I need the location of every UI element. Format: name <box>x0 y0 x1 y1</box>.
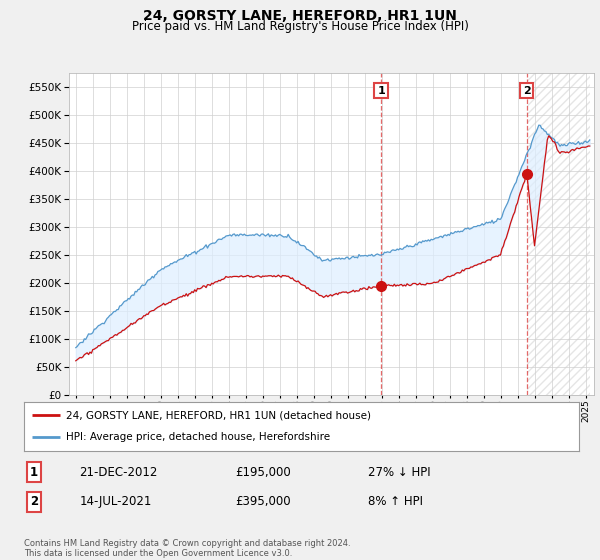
Text: HPI: Average price, detached house, Herefordshire: HPI: Average price, detached house, Here… <box>65 432 330 442</box>
Text: 1: 1 <box>30 465 38 479</box>
Text: 2: 2 <box>523 86 530 96</box>
Text: 2: 2 <box>30 496 38 508</box>
Text: 14-JUL-2021: 14-JUL-2021 <box>79 496 152 508</box>
Text: 27% ↓ HPI: 27% ↓ HPI <box>368 465 431 479</box>
Text: Price paid vs. HM Land Registry's House Price Index (HPI): Price paid vs. HM Land Registry's House … <box>131 20 469 32</box>
Text: £395,000: £395,000 <box>235 496 290 508</box>
Text: 8% ↑ HPI: 8% ↑ HPI <box>368 496 423 508</box>
Text: 1: 1 <box>377 86 385 96</box>
Text: £195,000: £195,000 <box>235 465 290 479</box>
Text: 24, GORSTY LANE, HEREFORD, HR1 1UN (detached house): 24, GORSTY LANE, HEREFORD, HR1 1UN (deta… <box>65 410 371 421</box>
Text: Contains HM Land Registry data © Crown copyright and database right 2024.
This d: Contains HM Land Registry data © Crown c… <box>24 539 350 558</box>
Text: 21-DEC-2012: 21-DEC-2012 <box>79 465 158 479</box>
Text: 24, GORSTY LANE, HEREFORD, HR1 1UN: 24, GORSTY LANE, HEREFORD, HR1 1UN <box>143 9 457 23</box>
